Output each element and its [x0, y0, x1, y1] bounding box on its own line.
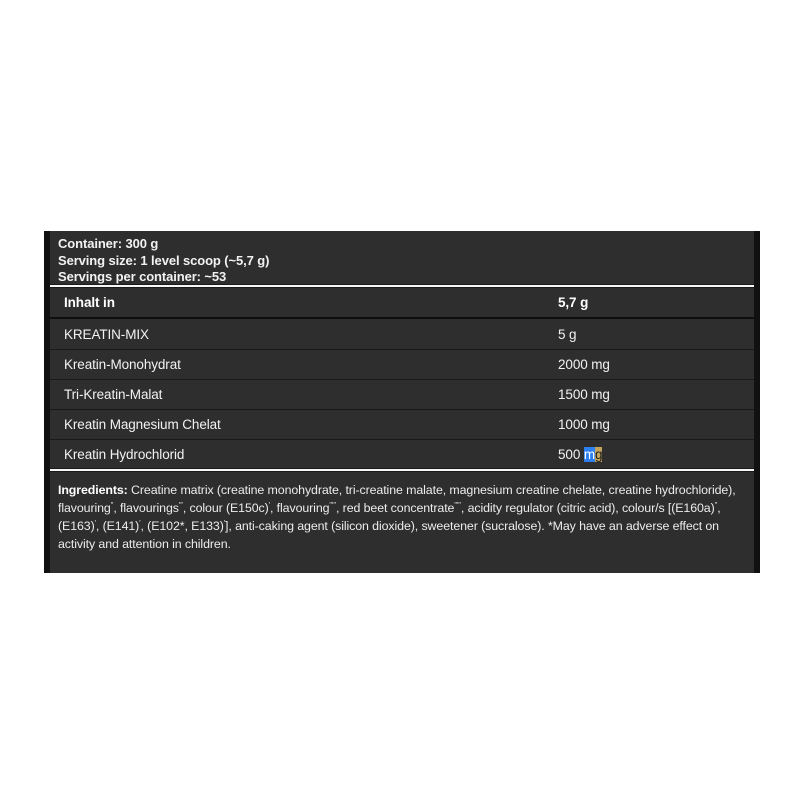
serving-size-text: Serving size: 1 level scoop (~5,7 g): [58, 252, 270, 268]
table-header-name: Inhalt in: [64, 295, 115, 310]
ingredients-label: Ingredients:: [58, 483, 128, 497]
match-highlight-text: g: [595, 447, 603, 462]
footnote-superscript: ′′: [110, 501, 114, 509]
table-row: Kreatin Magnesium Chelat 1000 mg: [50, 409, 754, 439]
row-name: Kreatin-Monohydrat: [64, 357, 181, 372]
contents-table: Inhalt in 5,7 g KREATIN-MIX 5 g Kreatin-Mo…: [50, 288, 754, 468]
row-name: Tri-Kreatin-Malat: [64, 387, 163, 402]
row-value: 1000 mg: [558, 417, 610, 432]
table-row: Kreatin Hydrochlorid 500 mg: [50, 439, 754, 469]
footnote-superscript: ′′′: [178, 501, 183, 509]
footnote-superscript: ′′′′′: [329, 501, 336, 509]
selected-text: m: [583, 447, 596, 462]
row-value: 500 mg: [558, 447, 603, 462]
footnote-superscript: ′: [223, 519, 226, 527]
row-value: 1500 mg: [558, 387, 610, 402]
ingredients-text: Creatine matrix (creatine monohydrate, t…: [58, 483, 736, 551]
ingredients-section: Ingredients: Creatine matrix (creatine m…: [50, 472, 754, 553]
supplement-facts-label: Container: 300 g Serving size: 1 level s…: [44, 231, 760, 573]
table-row: Tri-Kreatin-Malat 1500 mg: [50, 379, 754, 409]
table-row: Kreatin-Monohydrat 2000 mg: [50, 349, 754, 379]
row-name: Kreatin Magnesium Chelat: [64, 417, 221, 432]
table-header-value: 5,7 g: [558, 295, 589, 310]
footnote-superscript: ′: [94, 519, 96, 527]
container-size-text: Container: 300 g: [58, 236, 159, 251]
footnote-superscript: ′′′′′: [454, 501, 461, 509]
row-value: 2000 mg: [558, 357, 610, 372]
row-name: KREATIN-MIX: [64, 326, 149, 342]
row-value: 5 g: [558, 326, 577, 342]
serving-info-section: Container: 300 g Serving size: 1 level s…: [50, 231, 754, 284]
footnote-superscript: ′: [139, 519, 141, 527]
section-divider-top: [50, 284, 754, 288]
table-header-row: Inhalt in 5,7 g: [50, 288, 754, 319]
footnote-superscript: ′′: [714, 501, 718, 509]
footnote-superscript: ′: [268, 501, 270, 509]
table-rows-container: KREATIN-MIX 5 g Kreatin-Monohydrat 2000 mg T…: [50, 319, 754, 469]
table-row: KREATIN-MIX 5 g: [50, 319, 754, 349]
row-name: Kreatin Hydrochlorid: [64, 447, 185, 462]
section-divider-bottom: [50, 468, 754, 472]
servings-per-container-text: Servings per container: ~53: [58, 269, 227, 284]
value-prefix: 500: [558, 447, 584, 462]
